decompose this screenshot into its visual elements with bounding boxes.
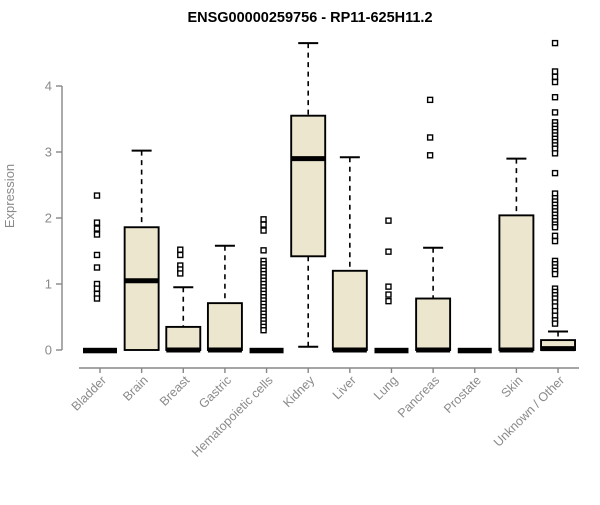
outlier-point [93,264,101,271]
outlier-point [260,247,267,254]
outlier-point [551,73,559,80]
outlier-point [385,217,392,224]
outlier-point [551,39,559,47]
y-tick-label: 2 [45,211,52,226]
collapsed-box-median [374,347,409,354]
outlier-point [551,169,559,177]
iqr-box [290,114,327,258]
box-group-skin [498,157,535,353]
outlier-point [93,251,101,259]
box-group-brain [123,149,160,351]
x-category-label-kidney: Kidney [280,373,317,410]
outlier-point [93,225,101,232]
outlier-point [385,291,392,298]
outlier-point [551,78,559,86]
outlier-point [93,192,101,199]
outlier-point [93,285,101,292]
outlier-point [385,297,392,305]
box-group-pancreas [415,96,452,353]
y-tick-label: 0 [45,343,52,358]
plot-area: 0 1 2 3 4 Bladder Brain Breast GastricHematopoie… [45,39,579,460]
box-group-breast [165,246,202,353]
outlier-point [551,232,559,240]
box-group-bladder [83,192,117,354]
y-tick-label: 1 [45,277,52,292]
outlier-point [93,219,101,226]
box-group-unknown-other [540,39,576,352]
outlier-point [260,227,267,234]
iqr-box [331,269,368,351]
chart-title: ENSG00000259756 - RP11-625H11.2 [187,10,432,26]
iqr-box [123,226,160,351]
outlier-point [260,216,267,223]
outlier-point [551,320,559,327]
x-category-label-hematopoietic-cells: Hematopoietic cells [189,373,276,460]
outlier-point [260,327,267,334]
box-group-lung [374,217,409,354]
x-category-label-gastric: Gastric [196,373,234,411]
outlier-point [177,251,184,259]
outlier-point [177,270,184,277]
outlier-point [551,150,559,157]
x-category-label-breast: Breast [157,373,193,409]
outlier-point [426,134,434,141]
outlier-point [426,152,434,159]
outlier-point [385,283,392,290]
iqr-box [498,214,535,351]
outlier-point [385,248,392,255]
iqr-box [415,297,452,351]
collapsed-box-median [83,347,117,354]
box-group-prostate [457,347,492,354]
outlier-point [551,109,559,116]
box-group-hematopoietic-cells [249,216,284,354]
collapsed-box-median [457,347,492,354]
x-category-label-pancreas: Pancreas [395,373,442,420]
outlier-point [426,96,434,104]
outlier-point [93,295,101,302]
outlier-point [551,94,559,101]
y-tick-label: 3 [45,145,52,160]
iqr-box [206,302,243,351]
collapsed-box-median [249,347,284,354]
outlier-point [177,246,184,253]
x-category-label-skin: Skin [498,373,525,400]
x-category-label-prostate: Prostate [441,373,484,416]
box-group-gastric [206,244,243,353]
outlier-point [551,224,559,231]
box-group-liver [331,156,368,353]
outlier-point [93,231,101,238]
x-category-label-unknown-other: Unknown / Other [491,373,567,449]
x-category-label-lung: Lung [371,373,401,403]
x-category-label-bladder: Bladder [69,373,109,413]
outlier-point [551,68,559,75]
outlier-point [551,237,559,245]
outlier-point [551,270,559,278]
x-category-label-liver: Liver [330,373,359,402]
x-category-label-brain: Brain [120,373,151,404]
iqr-box [165,325,202,351]
outlier-point [260,221,267,228]
box-group-kidney [290,42,327,348]
y-tick-label: 4 [45,79,52,94]
y-axis-label: Expression [2,164,17,228]
